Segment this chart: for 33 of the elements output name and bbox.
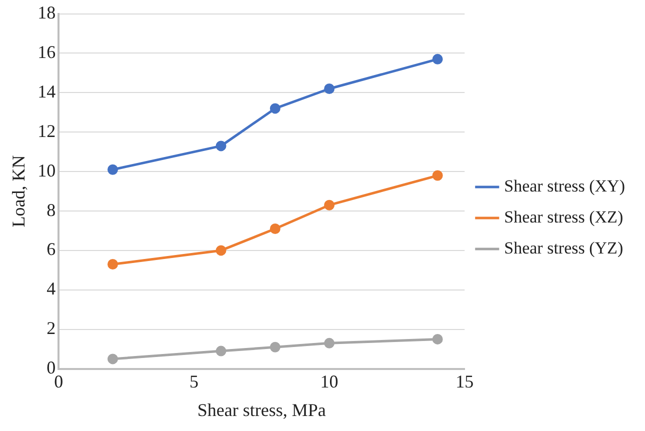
y-tick-label: 10: [38, 160, 56, 180]
legend-label: Shear stress (XY): [504, 176, 625, 196]
point: [432, 334, 443, 344]
point: [216, 245, 226, 256]
point: [216, 346, 226, 356]
point: [107, 259, 118, 270]
point: [270, 103, 280, 114]
y-tick-label: 0: [46, 358, 56, 378]
point: [324, 338, 335, 348]
point: [432, 170, 443, 181]
point: [216, 140, 226, 152]
y-tick-label: 2: [46, 318, 56, 338]
point: [432, 54, 443, 64]
point: [270, 224, 280, 234]
x-axis-title: Shear stress, MPa: [197, 400, 326, 420]
y-axis-title: Load, KN: [8, 155, 29, 228]
y-tick-label: 12: [38, 120, 56, 141]
y-tick-label: 16: [38, 42, 56, 62]
y-tick-label: 14: [38, 81, 56, 102]
point: [324, 83, 335, 94]
legend-label: Shear stress (XZ): [504, 207, 624, 226]
y-tick-label: 4: [46, 278, 56, 299]
legend-label: Shear stress (YZ): [504, 238, 624, 258]
point: [270, 342, 280, 352]
y-tick-label: 18: [38, 2, 56, 23]
point: [324, 200, 335, 210]
x-tick-label: 10: [320, 371, 338, 392]
point: [107, 354, 118, 364]
x-tick-label: 15: [456, 371, 474, 392]
point: [107, 164, 118, 175]
x-tick-label: 5: [189, 371, 198, 392]
y-tick-label: 6: [46, 239, 56, 260]
y-tick-label: 8: [46, 200, 56, 220]
